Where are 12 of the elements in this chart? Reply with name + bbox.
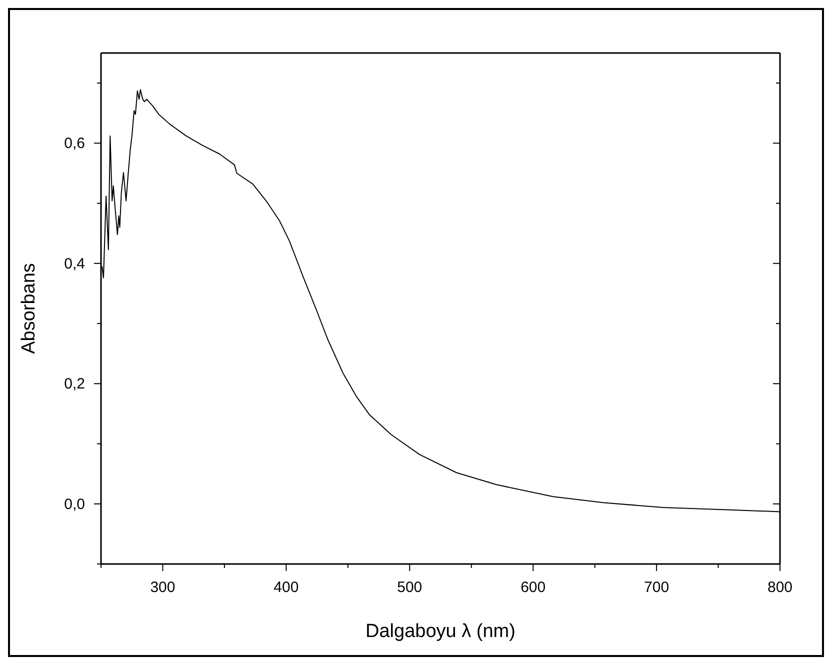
x-tick-label: 300 <box>150 579 176 596</box>
x-tick-label: 700 <box>644 579 670 596</box>
y-tick-label: 0,6 <box>64 135 85 152</box>
y-tick-label: 0,2 <box>64 376 85 393</box>
x-tick-label: 600 <box>520 579 546 596</box>
x-axis-title: Dalgaboyu λ (nm) <box>366 621 516 642</box>
x-tick-label: 400 <box>274 579 299 596</box>
x-tick-label: 800 <box>767 579 793 596</box>
y-tick-label: 0,0 <box>64 496 85 513</box>
x-tick-label: 500 <box>397 579 422 596</box>
y-tick-label: 0,4 <box>64 255 85 272</box>
y-axis-title: Absorbans <box>18 263 40 354</box>
